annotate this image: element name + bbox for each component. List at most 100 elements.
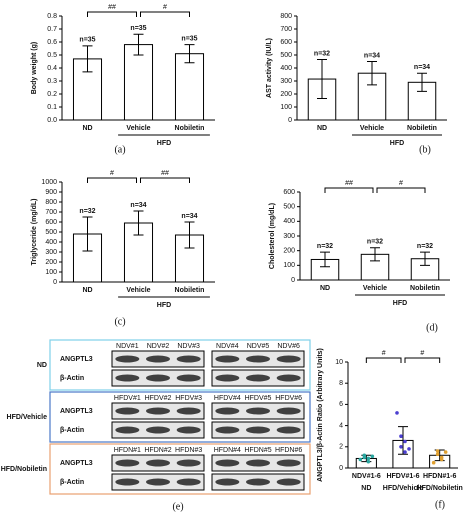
protein-label: β-Actin bbox=[60, 375, 84, 382]
significance-label: ## bbox=[345, 180, 353, 187]
significance-label: # bbox=[399, 180, 403, 187]
protein-label: ANGPTL3 bbox=[60, 356, 93, 363]
panel-caption: (d) bbox=[426, 322, 438, 333]
n-label: n=34 bbox=[414, 64, 430, 71]
y-tick-label: 300 bbox=[280, 78, 292, 85]
y-tick-label: 200 bbox=[45, 259, 57, 266]
panel-caption: (a) bbox=[114, 144, 125, 155]
significance-bracket bbox=[404, 357, 441, 363]
y-tick-label: 2 bbox=[339, 444, 343, 451]
lane-label: HFDV#4 bbox=[214, 395, 241, 402]
blot-band bbox=[215, 426, 240, 434]
y-tick-label: 200 bbox=[280, 91, 292, 98]
n-label: n=32 bbox=[317, 243, 333, 250]
significance-bracket bbox=[87, 177, 137, 183]
blot-band bbox=[246, 355, 270, 363]
significance-bracket bbox=[376, 187, 426, 193]
blot-band bbox=[176, 459, 201, 467]
y-tick-label: 700 bbox=[45, 209, 57, 216]
blot-row-label: HFD/Nobiletin bbox=[1, 466, 47, 473]
significance-label: # bbox=[110, 170, 114, 177]
blot-band bbox=[215, 478, 240, 486]
y-tick-label: 800 bbox=[45, 199, 57, 206]
data-point bbox=[366, 456, 371, 461]
blot-row-label: ND bbox=[37, 362, 47, 369]
n-label: n=34 bbox=[130, 202, 146, 209]
blot-band bbox=[246, 478, 270, 486]
lane-label: NDV#3 bbox=[177, 343, 200, 350]
y-tick-label: 400 bbox=[283, 218, 295, 225]
x-tick-label: Vehicle bbox=[126, 125, 150, 132]
n-label: n=35 bbox=[130, 25, 146, 32]
x-tick-label: Vehicle bbox=[360, 125, 384, 132]
error-bar bbox=[398, 426, 408, 455]
y-tick-label: 700 bbox=[280, 26, 292, 33]
lane-label: HFDN#5 bbox=[244, 447, 271, 454]
lane-label: HFDN#6 bbox=[275, 447, 302, 454]
blot-band bbox=[246, 374, 270, 382]
group-label: HFD bbox=[157, 302, 171, 309]
data-point bbox=[362, 453, 367, 458]
data-point bbox=[366, 459, 371, 464]
y-tick-label: 0.1 bbox=[47, 104, 57, 111]
data-point bbox=[403, 450, 407, 454]
blot-band bbox=[146, 407, 170, 415]
significance-bracket bbox=[324, 187, 374, 193]
blot-row-label: HFD/Vehicle bbox=[7, 414, 48, 421]
y-tick-label: 400 bbox=[280, 65, 292, 72]
blot-band bbox=[115, 478, 140, 486]
blot-band bbox=[115, 374, 140, 382]
error-bar bbox=[82, 45, 93, 73]
y-tick-label: 0 bbox=[291, 277, 295, 284]
x-tick-label: HFDV#1-6 bbox=[386, 473, 419, 480]
blot-frame bbox=[49, 339, 311, 391]
group-label: HFD bbox=[393, 300, 407, 307]
blot-frame bbox=[49, 391, 311, 443]
x-tick-label: Vehicle bbox=[363, 285, 387, 292]
y-axis-label: AST activity (IU/L) bbox=[266, 38, 273, 98]
error-bar bbox=[420, 251, 430, 266]
blot-band bbox=[146, 374, 170, 382]
significance-bracket bbox=[140, 177, 190, 183]
x-group-label: ND bbox=[361, 485, 371, 492]
blot-band bbox=[176, 407, 201, 415]
lane-label: HFDN#4 bbox=[214, 447, 241, 454]
x-tick-label: Vehicle bbox=[126, 287, 150, 294]
blot-band bbox=[276, 374, 301, 382]
blot-band bbox=[115, 407, 140, 415]
blot-band bbox=[146, 355, 170, 363]
y-tick-label: 200 bbox=[283, 248, 295, 255]
error-bar bbox=[184, 221, 195, 249]
data-point bbox=[399, 445, 403, 449]
blot-band bbox=[146, 478, 170, 486]
n-label: n=34 bbox=[364, 52, 380, 59]
significance-label: ## bbox=[161, 170, 169, 177]
n-label: n=32 bbox=[417, 243, 433, 250]
y-tick-label: 100 bbox=[45, 269, 57, 276]
x-tick-label: Nobiletin bbox=[175, 125, 205, 132]
x-tick-label: ND bbox=[317, 125, 327, 132]
y-tick-label: 300 bbox=[283, 233, 295, 240]
lane-label: HFDV#6 bbox=[275, 395, 302, 402]
y-tick-label: 0.4 bbox=[47, 65, 57, 72]
panel-caption: (f) bbox=[435, 499, 445, 510]
blot-band bbox=[215, 407, 240, 415]
n-label: n=32 bbox=[314, 50, 330, 57]
lane-label: HFDN#2 bbox=[144, 447, 171, 454]
x-tick-label: NDV#1-6 bbox=[352, 473, 381, 480]
blot-band bbox=[215, 355, 240, 363]
y-tick-label: 500 bbox=[283, 204, 295, 211]
error-bar bbox=[367, 61, 377, 86]
data-point bbox=[358, 457, 363, 462]
y-tick-label: 0.2 bbox=[47, 91, 57, 98]
error-bar bbox=[133, 33, 144, 56]
error-bar bbox=[317, 59, 327, 100]
x-tick-label: Nobiletin bbox=[410, 285, 440, 292]
x-group-label: HFD/Nobiletin bbox=[417, 485, 463, 492]
blot-frame bbox=[49, 443, 311, 495]
error-bar bbox=[82, 216, 93, 252]
y-tick-label: 0.5 bbox=[47, 52, 57, 59]
y-tick-label: 400 bbox=[45, 239, 57, 246]
n-label: n=32 bbox=[367, 239, 383, 246]
